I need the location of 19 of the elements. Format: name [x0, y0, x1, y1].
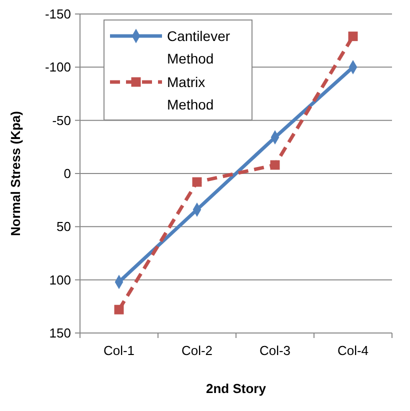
y-tick-label: 0 — [64, 166, 71, 182]
legend-label: Cantilever Method — [167, 28, 230, 66]
point — [114, 304, 124, 314]
y-tick-label: 100 — [49, 272, 71, 288]
x-tick-label: Col-2 — [181, 343, 213, 358]
x-tick-label: Col-1 — [103, 343, 135, 358]
point — [348, 32, 358, 42]
legend-label: Matrix Method — [167, 74, 214, 112]
y-tick-label: -100 — [44, 60, 71, 75]
point — [192, 177, 202, 187]
point — [270, 160, 280, 170]
y-tick-label: 50 — [56, 219, 71, 234]
y-tick-label: -50 — [52, 112, 71, 128]
x-tick-label: Col-3 — [259, 343, 291, 358]
y-axis-title: Normal Stress (Kpa) — [8, 111, 23, 236]
x-axis-title: 2nd Story — [206, 381, 267, 396]
x-tick-label: Col-4 — [337, 343, 369, 358]
y-tick-label: 150 — [49, 326, 71, 341]
y-tick-label: -150 — [44, 6, 71, 22]
